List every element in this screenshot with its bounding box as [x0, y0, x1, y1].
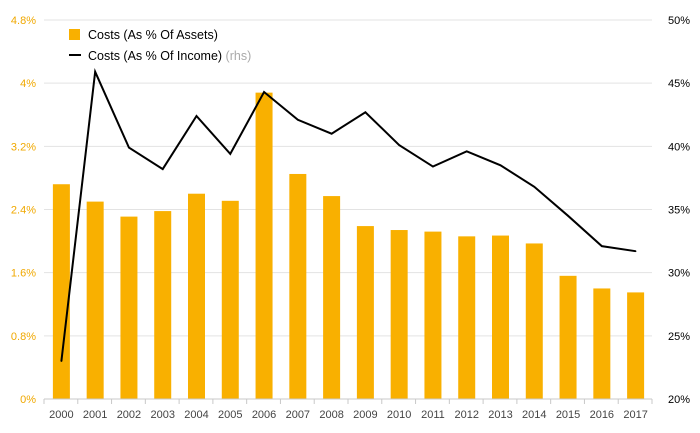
y-left-tick-label: 2.4% [11, 205, 36, 217]
x-tick-label: 2005 [218, 409, 242, 421]
line-point [364, 111, 367, 114]
y-left-tick-label: 4.8% [11, 15, 36, 27]
line-path [60, 68, 636, 362]
bar [424, 231, 442, 399]
y-right-tick-label: 50% [668, 15, 690, 27]
x-tick-label: 2015 [556, 409, 580, 421]
line-point [263, 91, 265, 93]
gridlines [44, 19, 652, 400]
left-axis: 0% 0.8% 1.6% 2.4% 3.2% 4% 4.8% [11, 15, 36, 406]
bar [323, 196, 341, 399]
line-point [161, 168, 164, 170]
line-point [432, 165, 434, 168]
x-tick-label: 2013 [488, 409, 512, 421]
bar [255, 92, 273, 400]
bar [120, 216, 138, 399]
right-axis: 20% 25% 30% 35% 40% 45% 50% [668, 15, 690, 406]
x-tick-label: 2000 [49, 409, 73, 421]
legend-swatch-bar [69, 29, 80, 40]
legend-label-line-group: Costs (As % Of Income) (rhs) [88, 49, 251, 63]
x-tick-label: 2012 [454, 409, 478, 421]
y-right-tick-label: 25% [668, 331, 690, 343]
x-tick-label: 2002 [117, 409, 141, 421]
x-tick-label: 2017 [623, 409, 647, 421]
line-point [297, 119, 299, 121]
bar [356, 226, 374, 399]
bar [492, 235, 509, 399]
y-left-tick-label: 0.8% [11, 331, 36, 343]
y-right-tick-label: 30% [668, 268, 690, 280]
bar [390, 230, 408, 399]
line-point [128, 146, 130, 149]
y-left-tick-label: 0% [20, 394, 36, 406]
y-right-tick-label: 45% [668, 78, 690, 90]
line-point [499, 164, 502, 167]
x-tick-label: 2006 [252, 409, 276, 421]
x-tick-label: 2001 [83, 409, 107, 421]
y-right-tick-label: 35% [668, 205, 690, 217]
legend: Costs (As % Of Assets) Costs (As % Of In… [69, 28, 251, 63]
line-point [60, 360, 63, 362]
x-tick-label: 2003 [150, 409, 174, 421]
line-point [465, 150, 468, 153]
line-point [94, 70, 96, 73]
bar [593, 288, 611, 399]
legend-label-bar: Costs (As % Of Assets) [88, 28, 218, 42]
x-tick-label: 2016 [590, 409, 614, 421]
y-left-tick-label: 3.2% [11, 141, 36, 153]
y-left-tick-label: 1.6% [11, 268, 36, 280]
x-tick-label: 2009 [353, 409, 377, 421]
bar [289, 173, 307, 399]
line-point [634, 250, 637, 252]
y-right-tick-label: 20% [668, 394, 690, 406]
x-tick-label: 2011 [421, 409, 445, 421]
line-point [229, 153, 232, 155]
line-point [533, 185, 536, 188]
line-point [398, 144, 400, 146]
bar-series [52, 92, 645, 400]
x-tick-label: 2008 [319, 409, 343, 421]
y-left-tick-label: 4% [20, 78, 36, 90]
bar [525, 243, 543, 399]
bar [86, 201, 104, 399]
legend-label-rhs: (rhs) [226, 49, 252, 63]
x-tick-label: 2014 [522, 409, 546, 421]
bar [559, 275, 577, 399]
x-tick-label: 2004 [184, 409, 208, 421]
bar [627, 292, 645, 399]
line-point [330, 132, 333, 135]
bar [458, 236, 476, 399]
bar [188, 193, 205, 399]
legend-label-line: Costs (As % Of Income) [88, 49, 222, 63]
x-tick-label: 2007 [286, 409, 310, 421]
bar [154, 211, 172, 399]
bar [52, 184, 70, 399]
line-point [567, 215, 569, 217]
line-point [195, 115, 198, 117]
x-tick-label: 2010 [387, 409, 411, 421]
bar [221, 200, 239, 399]
line-series [60, 68, 637, 362]
x-axis: 2000 2001 2002 2003 2004 2005 2006 2007 2008 2009… [43, 398, 653, 421]
line-point [601, 245, 603, 247]
y-right-tick-label: 40% [668, 141, 690, 153]
